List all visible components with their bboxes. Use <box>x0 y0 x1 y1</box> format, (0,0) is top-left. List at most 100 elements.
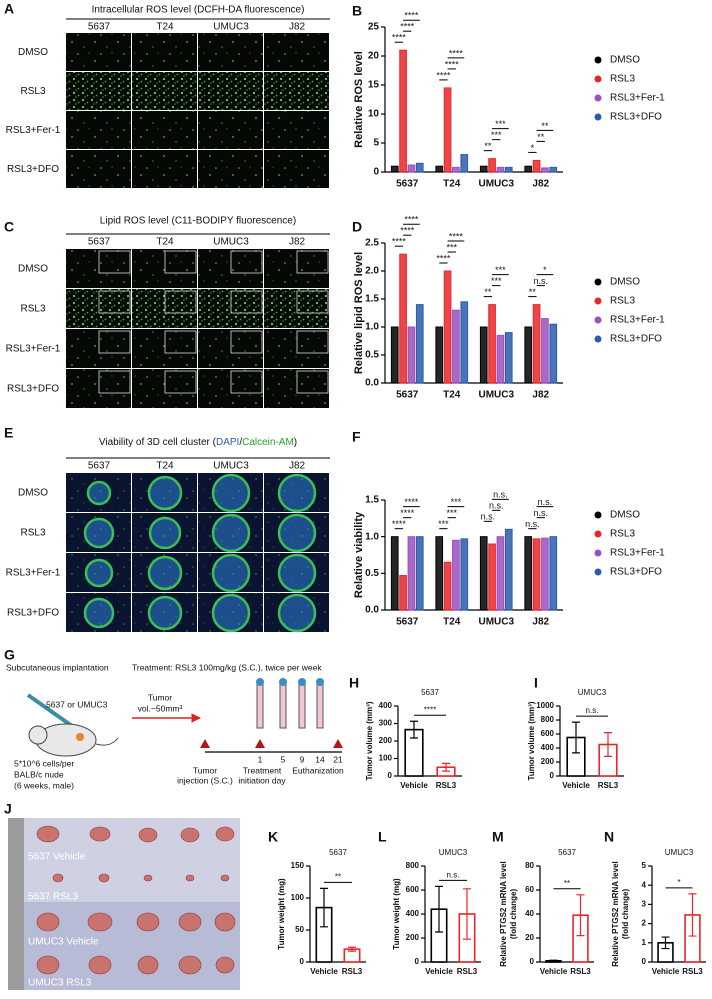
significance-label: **** <box>404 215 419 225</box>
y-axis-label: Tumor weight (mg) <box>392 878 401 950</box>
column-label: 5637 <box>88 461 111 472</box>
x-tick-label: Vehicle <box>400 781 428 790</box>
micrograph-texture <box>198 289 263 328</box>
bar <box>496 536 505 611</box>
y-axis-label: Relative PTGS2 mRNA level <box>499 861 508 967</box>
bar <box>399 253 407 384</box>
column-label: 5637 <box>88 237 111 248</box>
y-tick-label: 0 <box>415 957 420 966</box>
micrograph-texture <box>66 249 131 288</box>
column-label: UMUC3 <box>213 237 249 248</box>
event-label: Euthanization <box>292 765 344 775</box>
bar <box>452 309 460 384</box>
x-tick-label: RSL3 <box>457 967 478 976</box>
micrograph-texture <box>264 33 329 71</box>
mouse-tail <box>95 737 119 746</box>
panel-letter: H <box>349 675 359 691</box>
micrograph-texture <box>132 369 197 408</box>
event-label: Tumor <box>193 765 217 775</box>
micrograph-texture <box>264 329 329 368</box>
column-label: T24 <box>156 22 174 33</box>
legend-label: RSL3 <box>610 296 635 307</box>
schematic: G Subcutaneous implantation Treatment: R… <box>4 647 344 791</box>
y-tick-label: 0.5 <box>365 568 379 579</box>
tumor <box>36 955 60 975</box>
micrograph-texture <box>198 473 263 512</box>
legend-label: RSL3+DFO <box>610 112 662 123</box>
syringe-cap <box>256 678 264 686</box>
y-tick-label: 2.5 <box>365 238 379 249</box>
legend-label: DMSO <box>610 55 640 66</box>
y-axis-label: Tumor volume (mm³) <box>527 701 536 780</box>
inset-frame <box>230 290 263 314</box>
y-axis-label: Tumor weight (mg) <box>277 878 286 950</box>
significance-label: *** <box>491 130 502 140</box>
legend-marker <box>594 113 602 121</box>
tumor <box>178 912 202 932</box>
event-marker <box>333 739 343 748</box>
bar <box>524 165 533 173</box>
column-label: J82 <box>289 22 306 33</box>
y-tick-label: 1.5 <box>365 294 379 305</box>
error-bar <box>688 893 697 937</box>
y-tick-label: 0 <box>373 167 379 178</box>
panel-letter: G <box>4 647 15 663</box>
day-label: 1 <box>258 754 263 764</box>
significance-label: ** <box>335 873 341 882</box>
legend-label: RSL3 <box>610 74 635 85</box>
bar <box>532 538 541 611</box>
mouse-info: 5*10^6 cells/per <box>14 758 74 768</box>
mouse-head <box>28 725 48 745</box>
micrograph-texture <box>66 289 131 328</box>
x-tick-label: T24 <box>443 179 461 190</box>
significance-label: *** <box>495 119 506 129</box>
micrograph-texture <box>264 249 329 288</box>
cell-lines: 5637 or UMUC3 <box>46 699 108 709</box>
legend-label: RSL3+DFO <box>610 567 662 578</box>
significance-label: **** <box>449 48 464 58</box>
micrograph-texture <box>198 249 263 288</box>
error-bar <box>410 720 418 739</box>
syringes <box>256 678 324 729</box>
y-tick-label: 2.0 <box>365 266 379 277</box>
bar <box>488 158 496 173</box>
error-bar <box>463 888 471 940</box>
tumor <box>178 955 202 975</box>
inset-frame <box>98 330 131 354</box>
significance-label: *** <box>491 276 502 286</box>
y-tick-label: 0.0 <box>365 605 379 616</box>
bar <box>390 536 399 611</box>
bar <box>435 165 444 173</box>
x-tick-label: T24 <box>443 617 461 628</box>
column-label: UMUC3 <box>213 22 249 33</box>
row-label: RSL3+DFO <box>7 384 59 395</box>
syringe-cap <box>316 678 324 686</box>
column-label: J82 <box>289 237 306 248</box>
error-bar <box>604 732 612 757</box>
micrograph-texture <box>132 72 197 110</box>
inset-frame <box>98 370 131 394</box>
micrograph-texture <box>132 593 197 632</box>
inset-frame <box>230 370 263 394</box>
event-label: initiation day <box>238 775 286 785</box>
event-label: injection (S.C.) <box>177 775 233 785</box>
bar <box>496 334 505 384</box>
micrograph-texture <box>198 150 263 188</box>
ruler <box>8 818 24 990</box>
micrograph-texture <box>66 593 131 632</box>
bar <box>541 167 549 173</box>
photo-label: UMUC3 RSL3 <box>28 978 92 989</box>
y-tick-label: 20 <box>368 51 380 62</box>
row-label: RSL3 <box>20 528 45 539</box>
y-tick-label: 5 <box>642 861 647 870</box>
error-bar <box>549 959 558 962</box>
x-tick-label: T24 <box>443 390 461 401</box>
bar <box>541 537 549 611</box>
panel-letter: B <box>352 3 362 19</box>
inset-frame <box>164 250 197 274</box>
y-axis-label: Tumor volume (mm³) <box>365 701 374 780</box>
row-label: DMSO <box>18 264 48 275</box>
chart-title: UMUC3 <box>578 688 607 697</box>
